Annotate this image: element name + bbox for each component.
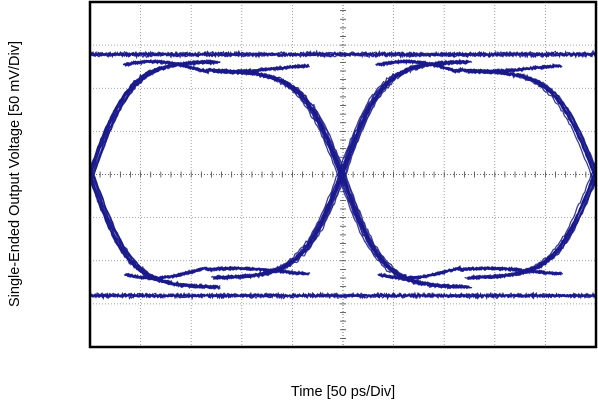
falling-edge-trace [214, 170, 469, 289]
rising-edge-trace [470, 69, 596, 167]
falling-edge-trace [89, 173, 221, 290]
falling-edge-trace [90, 182, 215, 290]
x-axis-label: Time [50 ps/Div] [291, 384, 395, 400]
falling-edge-trace [470, 178, 597, 280]
falling-edge-trace [215, 174, 470, 290]
rising-edge-trace [89, 59, 216, 170]
rising-edge-trace [214, 60, 468, 179]
rising-edge-trace [90, 59, 215, 166]
falling-edge-trace [471, 182, 596, 279]
y-axis-label: Single-Ended Output Voltage [50 mV/Div] [7, 41, 23, 307]
eye-top-trace [378, 59, 561, 74]
rising-edge-trace [215, 59, 469, 178]
rising-edge-trace [214, 59, 469, 176]
rising-edge-trace [89, 59, 218, 176]
rising-edge-trace [469, 68, 596, 172]
rising-edge-trace [468, 68, 596, 175]
rising-edge-trace [90, 58, 215, 165]
falling-edge-trace [467, 172, 597, 281]
falling-edge-trace [467, 172, 597, 280]
rising-edge-trace [90, 59, 220, 174]
falling-edge-trace [89, 173, 221, 290]
rising-edge-trace [215, 60, 470, 178]
eye-traces [89, 49, 597, 301]
eye-bottom-trace [378, 264, 560, 281]
rising-edge-trace [90, 59, 216, 172]
rising-edge-trace [467, 69, 597, 176]
rising-edge-trace [470, 69, 597, 172]
eye-bottom-trace [377, 265, 563, 280]
falling-edge-trace [90, 178, 216, 290]
falling-edge-trace [467, 172, 597, 280]
falling-edge-trace [90, 184, 215, 289]
rising-edge-trace [467, 69, 597, 176]
rising-edge-trace [471, 68, 596, 167]
rising-edge-trace [467, 68, 597, 177]
rising-edge-trace [89, 59, 218, 175]
falling-edge-trace [89, 172, 221, 289]
rising-edge-trace [466, 68, 597, 176]
falling-edge-trace [90, 178, 217, 290]
eye-top-trace [126, 59, 309, 74]
low-rail-trace [89, 292, 597, 300]
plot-frame [88, 0, 598, 349]
falling-edge-trace [470, 183, 596, 280]
rising-edge-trace [90, 60, 215, 167]
high-rail-trace [89, 49, 597, 58]
falling-edge-trace [467, 173, 597, 280]
falling-edge-trace [214, 172, 469, 289]
falling-edge-trace [214, 171, 468, 290]
falling-edge-trace [469, 178, 596, 280]
falling-edge-trace [212, 174, 467, 289]
falling-edge-trace [470, 178, 597, 279]
eye-bottom-trace [126, 265, 307, 280]
rising-edge-trace [470, 68, 597, 171]
falling-edge-trace [468, 173, 596, 281]
rising-edge-trace [90, 60, 217, 171]
